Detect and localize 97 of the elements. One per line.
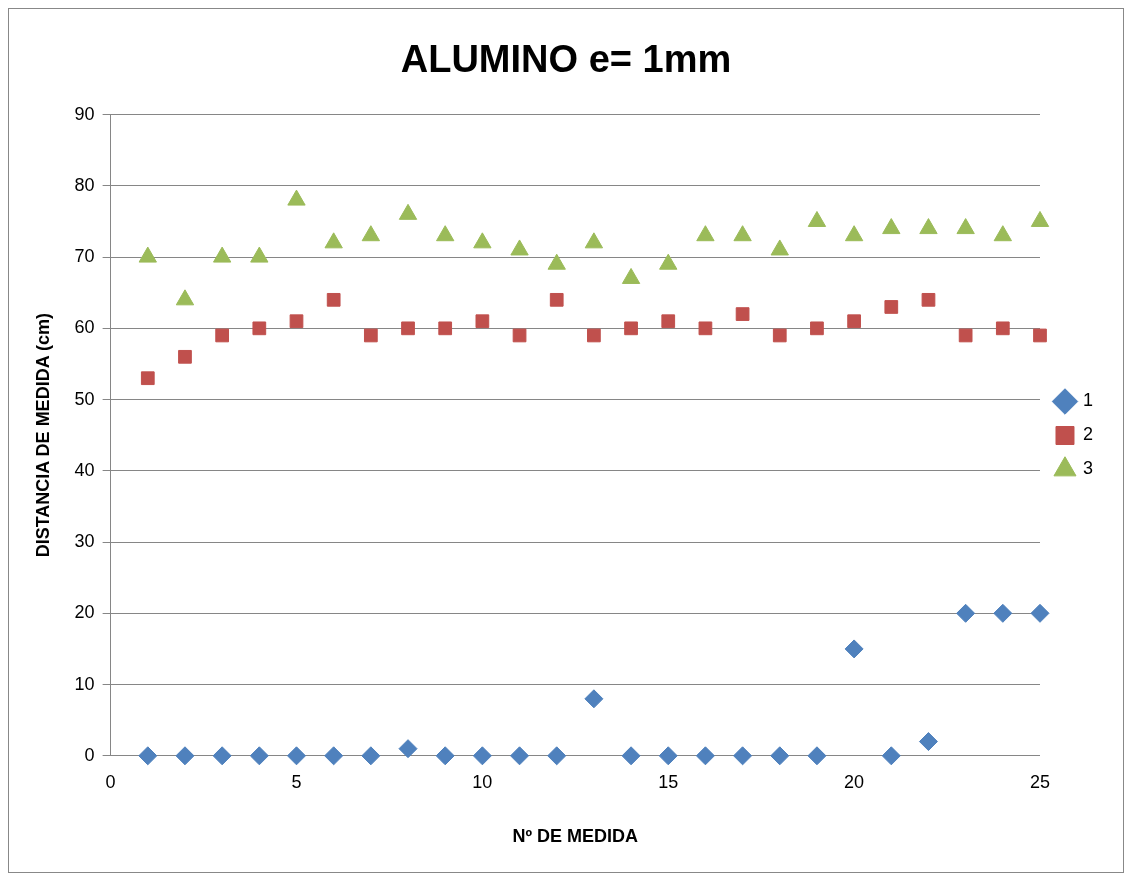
- point: [1030, 603, 1050, 623]
- point: [698, 321, 713, 336]
- point: [621, 267, 641, 284]
- y-tick-label: 20: [74, 602, 95, 623]
- point: [661, 314, 676, 329]
- point: [252, 321, 267, 336]
- point: [770, 239, 789, 256]
- point: [175, 289, 195, 306]
- point: [324, 232, 343, 249]
- point: [175, 746, 195, 766]
- point: [249, 746, 269, 766]
- point: [587, 328, 601, 343]
- x-tick-label: 5: [291, 771, 302, 792]
- point: [919, 218, 938, 235]
- point: [549, 292, 564, 307]
- point: [844, 639, 864, 659]
- point: [361, 746, 381, 766]
- point: [140, 371, 155, 386]
- point: [918, 732, 938, 752]
- point: [512, 328, 527, 343]
- point: [958, 328, 973, 343]
- point: [956, 603, 976, 623]
- point: [770, 746, 790, 766]
- point: [438, 321, 453, 336]
- y-tick-label: 90: [74, 103, 95, 124]
- point: [287, 189, 306, 206]
- y-tick-label: 30: [74, 531, 95, 552]
- point: [510, 746, 530, 766]
- y-tick-label: 10: [74, 673, 95, 694]
- point: [995, 321, 1010, 336]
- point: [733, 225, 752, 242]
- point: [882, 218, 901, 235]
- point: [212, 746, 232, 766]
- point: [361, 225, 381, 242]
- point: [326, 292, 341, 307]
- point: [215, 328, 230, 343]
- point: [138, 746, 158, 766]
- point: [401, 321, 415, 336]
- point: [435, 746, 455, 766]
- point: [584, 232, 604, 249]
- point: [621, 746, 641, 766]
- point: [844, 225, 864, 242]
- point: [884, 300, 899, 314]
- point: [212, 246, 232, 263]
- point: [810, 321, 824, 336]
- point: [398, 739, 418, 759]
- legend-label: 1: [1082, 390, 1093, 411]
- point: [472, 746, 492, 766]
- point: [624, 321, 638, 336]
- point: [289, 314, 304, 329]
- point: [695, 746, 715, 766]
- legend-label: 2: [1082, 424, 1093, 445]
- point: [807, 746, 827, 766]
- point: [363, 328, 378, 343]
- point: [993, 225, 1012, 242]
- y-axis-title: DISTANCIA DE MEDIDA (cm): [32, 313, 53, 558]
- point: [510, 239, 529, 256]
- x-tick-label: 15: [658, 771, 679, 792]
- y-tick-label: 80: [74, 174, 95, 195]
- point: [1030, 210, 1050, 227]
- point: [956, 218, 975, 235]
- point: [324, 746, 344, 766]
- point: [473, 232, 492, 249]
- x-tick-label: 25: [1029, 771, 1050, 792]
- point: [735, 307, 750, 321]
- point: [475, 314, 490, 329]
- x-tick-label: 10: [472, 771, 493, 792]
- point: [993, 603, 1013, 623]
- point: [733, 746, 753, 766]
- x-tick-label: 0: [105, 771, 116, 792]
- point: [250, 246, 269, 263]
- point: [547, 253, 566, 270]
- legend-label: 3: [1082, 458, 1093, 479]
- x-tick-label: 20: [844, 771, 865, 792]
- point: [772, 328, 787, 343]
- point: [178, 349, 192, 364]
- y-tick-label: 70: [74, 246, 95, 267]
- point: [287, 746, 306, 766]
- y-tick-label: 0: [84, 744, 95, 765]
- point: [807, 210, 827, 227]
- y-tick-label: 40: [74, 459, 95, 480]
- point: [847, 314, 861, 329]
- point: [658, 746, 678, 766]
- point: [584, 689, 604, 709]
- y-tick-label: 50: [74, 388, 95, 409]
- point: [138, 246, 157, 263]
- point: [1033, 328, 1047, 343]
- point: [547, 746, 567, 766]
- point: [881, 746, 901, 766]
- y-tick-label: 60: [74, 317, 95, 338]
- point: [436, 225, 455, 242]
- point: [696, 225, 715, 242]
- point: [398, 203, 418, 220]
- point: [659, 253, 678, 270]
- point: [921, 292, 936, 307]
- chart-title: ALUMINO e= 1mm: [400, 38, 732, 81]
- x-axis-title: Nº DE MEDIDA: [512, 826, 639, 847]
